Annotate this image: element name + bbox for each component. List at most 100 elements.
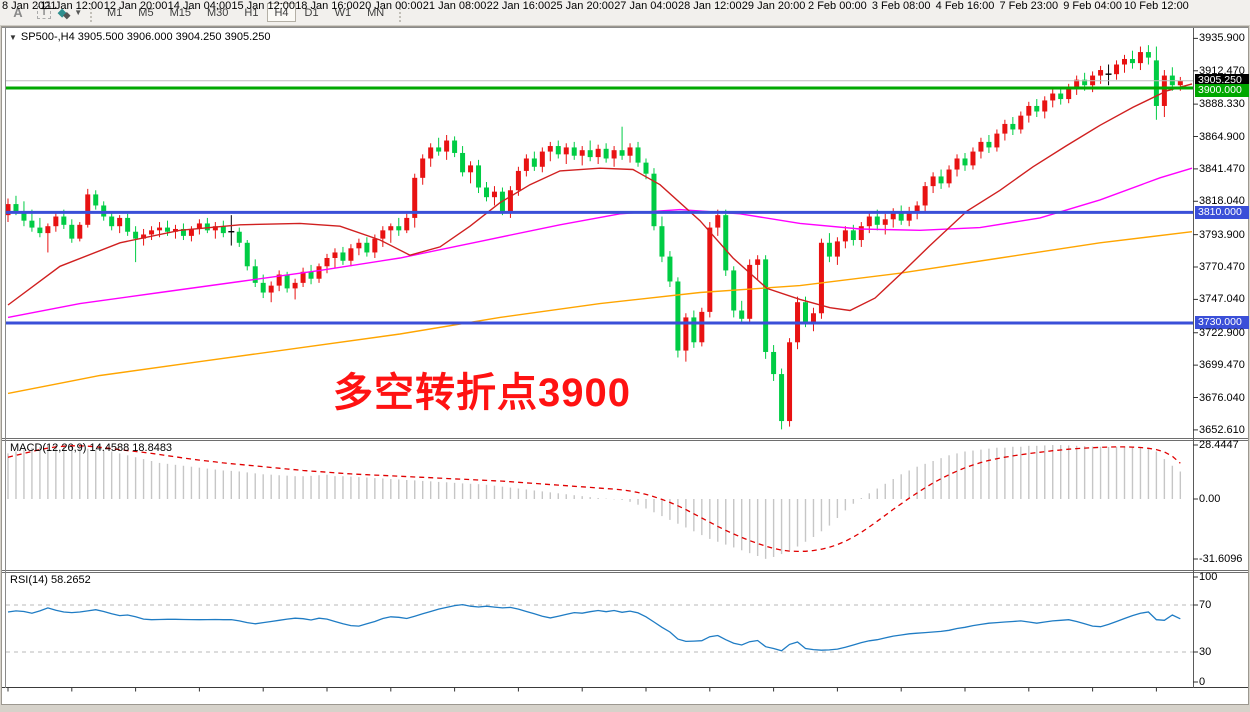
candle-body	[276, 274, 282, 286]
candle-body	[707, 227, 713, 312]
font-a-icon: A	[13, 5, 23, 20]
candle-body	[539, 151, 545, 167]
ma-fast-red	[7, 83, 1193, 312]
candle-body	[906, 210, 912, 221]
dropdown-caret-icon: ▼	[74, 8, 83, 17]
candle-body	[1098, 70, 1104, 76]
candle-body	[133, 231, 139, 239]
candle-body	[898, 212, 904, 221]
candle-body	[603, 148, 609, 159]
candle-body	[468, 165, 474, 173]
candle-body	[882, 219, 888, 225]
candle-body	[125, 217, 131, 232]
candle-body	[771, 351, 777, 375]
candle-body	[45, 226, 51, 234]
candle-body	[763, 259, 769, 352]
candle-body	[635, 147, 641, 163]
candle-body	[986, 141, 992, 148]
candle-body	[53, 216, 59, 227]
timeframe-button-d1[interactable]: D1	[298, 3, 326, 22]
candle-body	[659, 226, 665, 257]
candle-body	[284, 274, 290, 289]
candle-body	[244, 242, 250, 267]
candle-body	[779, 374, 785, 422]
timeframe-button-w1[interactable]: W1	[328, 3, 359, 22]
candle-body	[85, 194, 91, 225]
candle-body	[938, 176, 944, 184]
candle-body	[316, 266, 322, 279]
candle-body	[1034, 105, 1040, 112]
candle-body	[587, 150, 593, 158]
toolbar-separator-right	[399, 3, 402, 22]
candle-body	[914, 205, 920, 211]
candle-body	[396, 226, 402, 231]
candle-body	[667, 256, 673, 282]
candle-body	[93, 194, 99, 206]
ma-mid-magenta	[7, 167, 1193, 319]
candle-body	[523, 158, 529, 171]
timeframe-button-m1[interactable]: M1	[100, 3, 129, 22]
timeframe-button-m30[interactable]: M30	[200, 3, 235, 22]
chart-background	[2, 27, 1248, 704]
candle-body	[579, 150, 585, 156]
candle-body	[619, 150, 625, 156]
candle-body	[180, 228, 186, 236]
candle-body	[970, 151, 976, 166]
candle-body	[364, 242, 370, 253]
candle-body	[149, 230, 155, 235]
timeframe-button-mn[interactable]: MN	[360, 3, 391, 22]
macd-signal-line	[7, 445, 1181, 553]
candle-body	[300, 271, 306, 283]
candle-body	[803, 302, 808, 322]
candle-body	[1002, 123, 1008, 134]
candle-body	[188, 228, 194, 236]
candle-body	[1042, 100, 1048, 112]
candle-body	[388, 226, 394, 231]
candle-body	[460, 152, 466, 173]
candle-body	[571, 147, 577, 156]
text-label-tool-button[interactable]: T	[31, 3, 57, 23]
candle-body	[77, 224, 83, 239]
candle-body	[1074, 79, 1080, 88]
candle-body	[21, 210, 27, 221]
candle-body	[196, 223, 202, 229]
candle-body	[37, 227, 43, 234]
font-tool-button[interactable]: A	[5, 3, 31, 23]
candle-body	[810, 313, 816, 322]
candle-body	[1177, 80, 1183, 86]
candle-body	[651, 173, 657, 227]
timeframe-button-h1[interactable]: H1	[237, 3, 265, 22]
candle-body	[172, 228, 178, 232]
candle-body	[1145, 52, 1151, 58]
candle-body	[165, 227, 170, 232]
candle-body	[157, 227, 163, 231]
candle-body	[611, 150, 617, 159]
candle-body	[834, 241, 840, 257]
candle-body	[723, 215, 729, 271]
candle-body	[1026, 105, 1032, 116]
candle-body	[954, 158, 960, 170]
candle-body	[890, 212, 896, 220]
candle-body	[739, 310, 745, 319]
candle-body	[978, 141, 984, 152]
candle-body	[922, 186, 928, 206]
candle-body	[204, 223, 210, 231]
candle-body	[292, 282, 298, 289]
candle-body	[308, 271, 314, 279]
timeframe-button-h4[interactable]: H4	[267, 3, 296, 22]
ma-slow-orange	[7, 231, 1193, 395]
timeframe-button-m15[interactable]: M15	[163, 3, 198, 22]
colors-tool-button[interactable]: ◆ ◆ ▼	[57, 3, 83, 23]
candle-body	[1137, 52, 1143, 64]
candle-body	[1010, 123, 1016, 130]
candle-body	[818, 242, 824, 314]
candle-body	[348, 248, 354, 261]
text-tool-icon: T	[36, 6, 52, 19]
candle-body	[563, 147, 569, 155]
candle-body	[1066, 88, 1072, 100]
timeframe-button-m5[interactable]: M5	[131, 3, 160, 22]
candle-body	[826, 242, 832, 257]
candle-body	[436, 147, 442, 152]
